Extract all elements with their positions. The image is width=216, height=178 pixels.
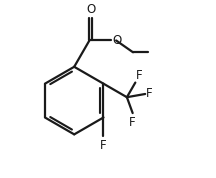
Text: O: O bbox=[86, 3, 95, 16]
Text: F: F bbox=[129, 116, 136, 129]
Text: F: F bbox=[136, 69, 143, 82]
Text: F: F bbox=[100, 139, 107, 152]
Text: F: F bbox=[146, 87, 153, 100]
Text: O: O bbox=[112, 34, 121, 47]
